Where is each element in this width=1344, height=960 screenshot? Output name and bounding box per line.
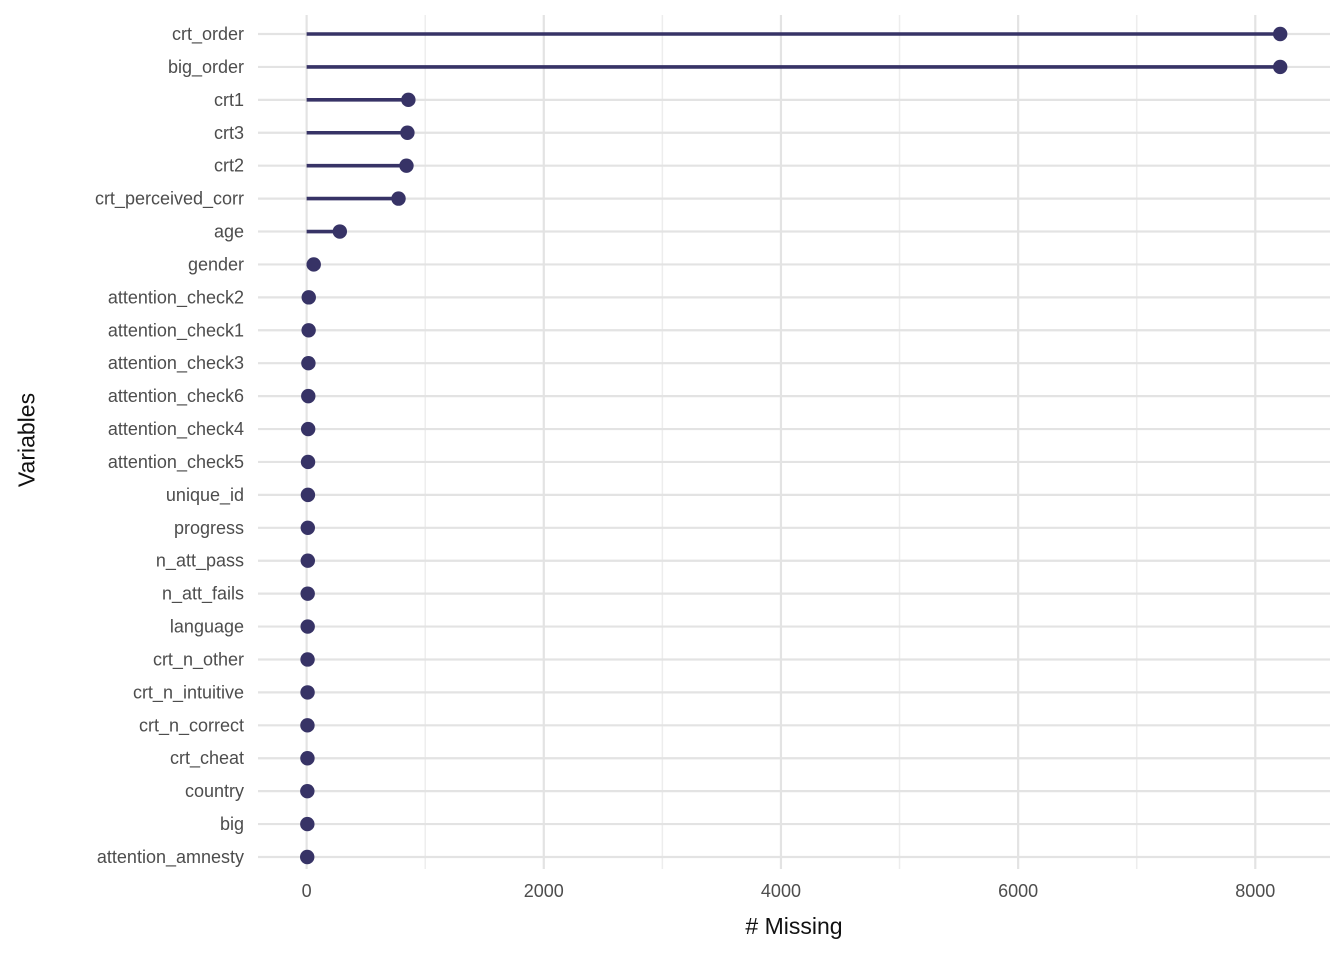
y-tick-label: attention_check1 xyxy=(108,320,244,341)
y-tick-label: crt_order xyxy=(172,24,244,45)
lollipop-dot xyxy=(301,356,316,371)
y-tick-label: language xyxy=(170,617,244,637)
y-tick-label: attention_check6 xyxy=(108,386,244,407)
lollipop-dot xyxy=(300,751,315,766)
lollipop-dot xyxy=(1272,59,1288,75)
y-tick-label: country xyxy=(185,781,244,801)
x-tick-label: 8000 xyxy=(1235,881,1275,901)
lollipop-dot xyxy=(301,323,316,338)
y-tick-label: attention_check4 xyxy=(108,419,244,440)
x-tick-label: 2000 xyxy=(524,881,564,901)
y-tick-label: crt_n_intuitive xyxy=(133,682,244,703)
y-tick-label: big_order xyxy=(168,57,244,78)
y-tick-label: big xyxy=(220,814,244,834)
y-tick-label: crt3 xyxy=(214,123,244,143)
lollipop-dot xyxy=(400,125,415,140)
y-tick-label: attention_check3 xyxy=(108,353,244,374)
lollipop-dot xyxy=(1272,26,1288,42)
x-tick-label: 4000 xyxy=(761,881,801,901)
y-tick-label: crt_n_correct xyxy=(139,715,244,736)
lollipop-dot xyxy=(301,290,316,305)
lollipop-dot xyxy=(300,619,315,634)
y-tick-label: attention_check5 xyxy=(108,452,244,473)
lollipop-dot xyxy=(332,224,348,239)
y-tick-label: n_att_fails xyxy=(162,584,244,605)
y-tick-label: crt2 xyxy=(214,156,244,176)
x-tick-label: 6000 xyxy=(998,881,1038,901)
lollipop-dot xyxy=(306,257,321,272)
lollipop-dot xyxy=(300,454,316,470)
y-tick-label: crt_perceived_corr xyxy=(95,189,244,210)
y-tick-label: gender xyxy=(188,254,244,274)
lollipop-dot xyxy=(399,158,414,173)
y-tick-label: n_att_pass xyxy=(156,551,244,572)
y-tick-label: attention_amnesty xyxy=(97,847,244,868)
lollipop-dot xyxy=(300,685,315,700)
lollipop-dot xyxy=(300,586,315,601)
y-tick-label: attention_check2 xyxy=(108,287,244,308)
y-tick-label: crt1 xyxy=(214,90,244,110)
lollipop-dot xyxy=(300,487,316,503)
lollipop-dot xyxy=(401,92,416,108)
y-tick-label: age xyxy=(214,222,244,242)
y-tick-label: unique_id xyxy=(166,485,244,506)
lollipop-dot xyxy=(300,718,315,733)
lollipop-dot xyxy=(300,849,315,865)
lollipop-dot xyxy=(391,191,406,206)
lollipop-dot xyxy=(300,816,315,832)
y-tick-label: crt_n_other xyxy=(153,649,244,670)
y-tick-label: crt_cheat xyxy=(170,748,244,769)
lollipop-dot xyxy=(300,553,316,568)
lollipop-dot xyxy=(300,783,315,799)
x-tick-label: 0 xyxy=(302,881,312,901)
y-tick-label: progress xyxy=(174,518,244,538)
lollipop-dot xyxy=(300,520,316,535)
x-axis-title: # Missing xyxy=(745,913,843,939)
lollipop-dot xyxy=(300,652,315,667)
lollipop-dot xyxy=(300,421,316,437)
lollipop-dot xyxy=(301,388,316,404)
y-axis-title: Variables xyxy=(13,392,40,488)
